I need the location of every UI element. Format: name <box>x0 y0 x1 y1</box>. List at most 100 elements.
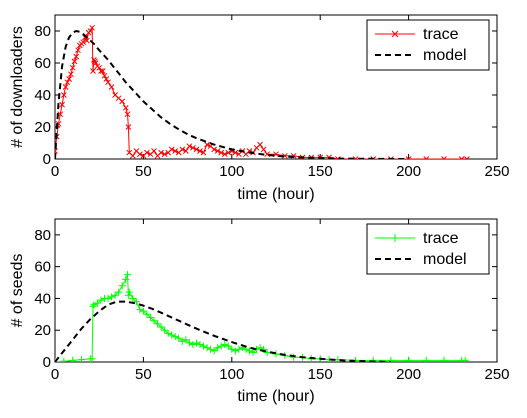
x-tick-label: 0 <box>51 163 59 180</box>
y-tick-label: 0 <box>43 354 51 371</box>
data-point <box>104 294 112 302</box>
data-point <box>60 357 68 362</box>
data-point <box>221 151 228 158</box>
x-tick-label: 100 <box>219 366 244 383</box>
data-point <box>263 348 271 356</box>
y-tick-label: 40 <box>34 87 51 104</box>
y-tick-label: 80 <box>34 23 51 40</box>
data-point <box>144 149 150 156</box>
data-point <box>405 156 412 159</box>
x-tick-label: 150 <box>308 163 333 180</box>
legend-frame <box>366 19 490 71</box>
data-point <box>175 334 183 342</box>
data-point <box>89 302 97 310</box>
x-tick-label: 250 <box>484 366 509 383</box>
series-model <box>55 29 409 159</box>
data-point <box>203 344 211 352</box>
data-point <box>224 342 232 350</box>
data-point <box>196 341 204 349</box>
data-point <box>99 68 106 74</box>
data-point <box>124 111 131 118</box>
legend-label-model: model <box>423 251 467 268</box>
data-point <box>352 156 359 159</box>
data-point <box>129 294 137 302</box>
data-point <box>370 156 377 159</box>
data-point <box>132 298 140 306</box>
data-point <box>150 317 158 325</box>
data-point <box>260 146 267 153</box>
data-point <box>111 291 119 299</box>
y-tick-label: 80 <box>34 227 51 244</box>
data-point <box>461 356 469 362</box>
data-point <box>87 28 94 34</box>
series-model <box>55 300 391 362</box>
data-point <box>108 293 116 301</box>
y-tick-label: 60 <box>34 259 51 276</box>
legend: trace model <box>366 223 490 275</box>
data-point <box>123 271 131 279</box>
y-axis-label: # of downloaders <box>9 26 26 148</box>
data-point <box>90 301 98 309</box>
data-point <box>98 68 104 74</box>
y-tick-label: 60 <box>34 55 51 72</box>
data-point <box>218 149 225 156</box>
y-axis-label: # of seeds <box>9 254 26 328</box>
legend: trace model <box>366 19 490 71</box>
data-point <box>89 24 95 31</box>
data-point <box>118 282 126 290</box>
data-point <box>125 288 133 296</box>
data-point <box>210 347 218 355</box>
data-point <box>101 72 108 79</box>
y-tick-label: 20 <box>34 119 51 136</box>
data-point <box>211 146 217 153</box>
data-point <box>139 307 147 315</box>
data-point <box>440 356 448 362</box>
legend-label-trace: trace <box>423 230 459 247</box>
data-point <box>257 141 263 148</box>
data-point <box>369 356 377 362</box>
legend-frame <box>366 223 490 275</box>
data-point <box>458 156 465 159</box>
data-point <box>405 356 413 362</box>
data-point <box>161 151 168 158</box>
data-point <box>93 299 101 307</box>
data-point <box>464 156 470 159</box>
series-trace <box>55 271 469 362</box>
data-point <box>90 68 96 74</box>
y-tick-label: 40 <box>34 290 51 307</box>
legend-label-trace: trace <box>423 26 459 43</box>
data-point <box>88 355 96 362</box>
data-point <box>335 156 341 159</box>
x-tick-label: 50 <box>135 163 152 180</box>
data-point <box>232 149 239 156</box>
data-point <box>97 296 105 304</box>
y-tick-label: 0 <box>43 151 51 168</box>
x-axis-label: time (hour) <box>237 186 314 203</box>
data-point <box>189 341 197 349</box>
data-point <box>182 336 190 344</box>
data-point <box>119 98 126 105</box>
data-point <box>186 143 193 150</box>
data-point <box>82 34 88 41</box>
x-tick-label: 0 <box>51 366 59 383</box>
data-point <box>91 58 98 65</box>
data-point <box>66 76 72 82</box>
x-tick-label: 200 <box>396 366 421 383</box>
data-point <box>423 156 430 159</box>
data-point <box>137 151 143 158</box>
data-point <box>193 146 200 153</box>
data-point <box>190 144 196 151</box>
x-tick-label: 50 <box>135 366 152 383</box>
data-point <box>273 151 279 158</box>
data-point <box>122 104 129 111</box>
data-point <box>256 344 264 352</box>
data-point <box>200 149 207 156</box>
data-point <box>69 64 76 71</box>
data-point <box>55 148 58 154</box>
data-point <box>388 156 394 159</box>
data-point <box>214 148 221 154</box>
data-point <box>143 310 151 318</box>
data-point <box>73 53 80 60</box>
x-tick-label: 150 <box>308 366 333 383</box>
data-point <box>122 275 130 283</box>
